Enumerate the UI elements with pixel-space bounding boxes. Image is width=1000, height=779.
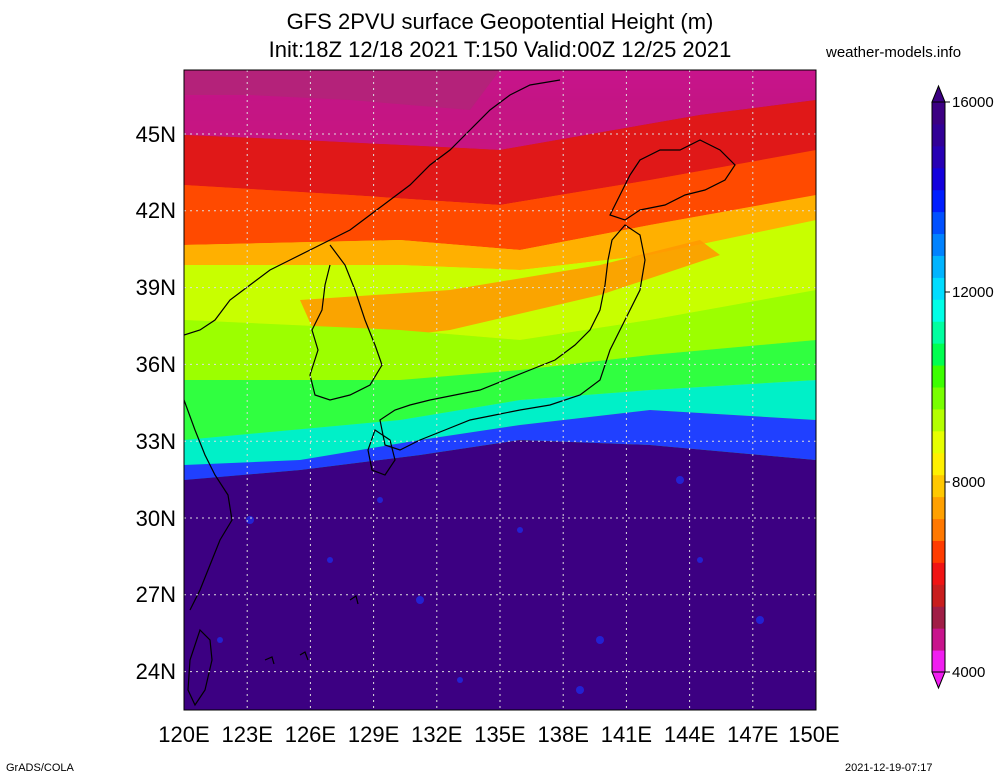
colorbar-frame xyxy=(931,101,946,673)
lon-tick-label: 120E xyxy=(158,722,209,747)
lon-tick-label: 138E xyxy=(538,722,589,747)
colorbar-cell xyxy=(932,145,945,169)
colorbar-bottom-arrow xyxy=(931,671,946,690)
lat-tick-label: 24N xyxy=(136,659,176,684)
colorbar-cell xyxy=(932,167,945,191)
colorbar-cell xyxy=(932,255,945,278)
colorbar-cell xyxy=(932,102,945,125)
colorbar-cell xyxy=(932,299,945,322)
map-title: GFS 2PVU surface Geopotential Height (m) xyxy=(286,9,714,34)
lat-tick-label: 42N xyxy=(136,198,176,223)
lon-tick-label: 132E xyxy=(411,722,462,747)
colorbar-cell xyxy=(932,606,945,629)
lon-axis: 120E 123E 126E 129E 132E 135E 138E 141E … xyxy=(158,722,839,747)
colorbar: 4000 8000 12000 16000 xyxy=(931,84,994,690)
footer-software: GrADS/COLA xyxy=(6,762,74,774)
lon-tick-label: 147E xyxy=(727,722,778,747)
colorbar-cell xyxy=(932,496,945,520)
lat-axis: 24N 27N 30N 33N 36N 39N 42N 45N xyxy=(136,122,176,684)
footer-timestamp: 2021-12-19-07:17 xyxy=(845,762,933,774)
colorbar-cell xyxy=(932,233,945,256)
lon-tick-label: 123E xyxy=(222,722,273,747)
colorbar-cell xyxy=(932,387,945,410)
lon-tick-label: 129E xyxy=(348,722,399,747)
colorbar-cell xyxy=(932,365,945,388)
colorbar-label: 16000 xyxy=(952,94,994,111)
lon-tick-label: 144E xyxy=(664,722,715,747)
lat-tick-label: 45N xyxy=(136,122,176,147)
plot-frame xyxy=(183,69,817,711)
colorbar-cell xyxy=(932,518,945,541)
coastlines xyxy=(184,79,736,707)
lon-tick-label: 135E xyxy=(474,722,525,747)
lon-tick-label: 150E xyxy=(788,722,839,747)
colorbar-label: 12000 xyxy=(952,284,994,301)
source-credit: weather-models.info xyxy=(826,44,962,61)
colorbar-cell xyxy=(932,562,945,585)
colorbar-cell xyxy=(932,540,945,563)
colorbar-top-arrow xyxy=(931,84,946,103)
map-subtitle: Init:18Z 12/18 2021 T:150 Valid:00Z 12/2… xyxy=(268,37,732,62)
lat-tick-label: 30N xyxy=(136,506,176,531)
lon-tick-label: 126E xyxy=(285,722,336,747)
colorbar-label: 8000 xyxy=(952,474,985,491)
colorbar-cell xyxy=(932,452,945,476)
colorbar-cell xyxy=(932,277,945,300)
height-field xyxy=(184,70,816,710)
colorbar-cell xyxy=(932,343,945,366)
lon-tick-label: 141E xyxy=(601,722,652,747)
lat-tick-label: 33N xyxy=(136,429,176,454)
colorbar-cell xyxy=(932,628,945,651)
lat-tick-label: 27N xyxy=(136,582,176,607)
colorbar-cell xyxy=(932,474,945,498)
lat-tick-label: 36N xyxy=(136,352,176,377)
colorbar-cell xyxy=(932,189,945,213)
colorbar-cell xyxy=(932,650,945,673)
colorbar-label: 4000 xyxy=(952,664,985,681)
graticule xyxy=(184,70,816,710)
colorbar-cell xyxy=(932,408,945,432)
colorbar-cell xyxy=(932,321,945,344)
colorbar-cell xyxy=(932,584,945,607)
lat-tick-label: 39N xyxy=(136,275,176,300)
colorbar-cell xyxy=(932,211,945,235)
colorbar-cell xyxy=(932,430,945,454)
colorbar-cell xyxy=(932,123,945,147)
